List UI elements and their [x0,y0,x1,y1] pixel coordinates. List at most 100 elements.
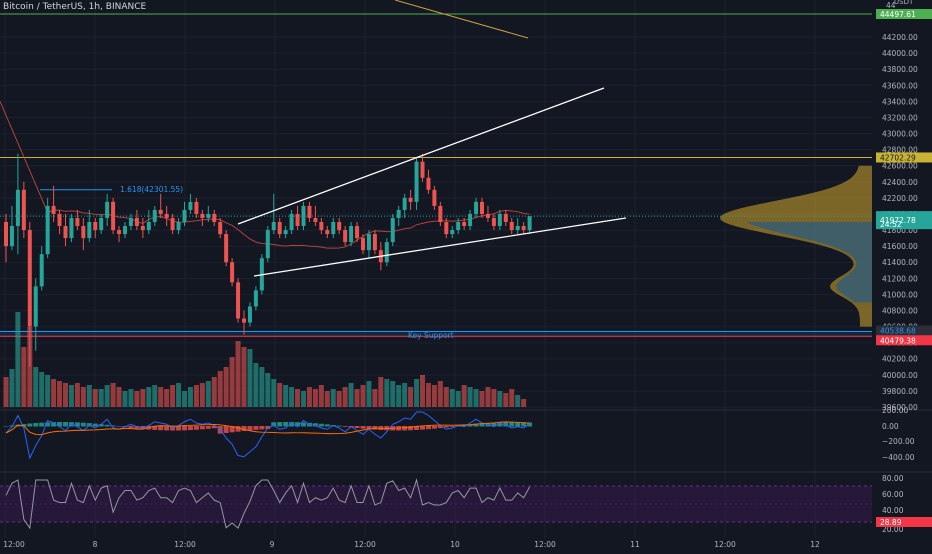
volume-bar [63,383,68,407]
candle-body [283,230,288,235]
axis-tick-label: 44000.00 [882,49,918,58]
time-tick-label: 12:00 [534,540,556,549]
upper-ma-line [394,0,529,39]
candle-body [75,217,80,227]
volume-bar [3,377,9,407]
volume-bar [503,393,509,407]
volume-bar [259,367,265,407]
volume-bar [390,381,396,407]
candle-body [361,238,365,251]
candle-body [99,217,104,231]
volume-bar [402,383,408,407]
volume-bar [15,312,21,407]
macd-histogram-bar [461,424,467,427]
volume-bar [271,379,277,407]
volume-profile-shape [720,165,872,327]
candle-body [182,209,187,222]
volume-bar [384,379,390,407]
macd-histogram-bar [336,425,342,427]
candle-body [230,262,235,283]
axis-tick-label: 43800.00 [882,65,918,74]
macd-histogram-bar [259,426,265,430]
volume-bar [9,369,15,407]
volume-bar [39,372,45,407]
volume-bar [283,385,289,407]
candle-body [57,213,62,227]
volume-bar [128,389,134,407]
axis-tick-label: 0.00 [882,422,899,431]
top-price-badge-bg [876,9,932,19]
macd-histogram-bar [497,422,503,427]
volume-bar [366,381,372,407]
volume-bar [199,383,205,407]
candle-body [218,222,223,235]
macd-histogram-bar [199,426,205,430]
macd-histogram-bar [402,426,408,431]
macd-histogram-bar [110,425,116,427]
volume-bar [223,367,229,407]
candle-body [111,201,116,231]
axis-tick-label: 43400.00 [882,97,918,106]
volume-bar [467,387,473,407]
volume-bar [348,383,354,407]
volume-bar [205,381,211,407]
axis-tick-label: 40200.00 [882,355,918,364]
volume-bar [110,383,116,407]
volume-bar [479,391,485,407]
volume-bar [92,389,98,407]
candle-body [480,201,484,214]
volume-bar [211,377,217,407]
candle-body [45,205,50,255]
candle-body [438,205,443,222]
macd-histogram-bar [467,424,473,427]
macd-histogram-bar [241,426,247,432]
candle-body [188,201,193,210]
candle-body [325,230,330,235]
axis-tick-label: 44 [886,1,896,10]
last-price-badge: 41972.78 [880,216,916,225]
support2-price-badge-bg [876,335,932,346]
time-tick-label: 12 [810,540,820,549]
volume-bar [431,385,437,407]
macd-histogram-bar [425,426,431,430]
candle-body [444,222,449,235]
candle-body [384,242,389,263]
candle-body [69,217,74,239]
candle-body [247,306,252,323]
axis-tick-label: 39600.00 [882,403,918,412]
candle-body [265,230,270,259]
volume-bar [515,395,521,407]
support-price-badge: 40538.68 [880,326,916,335]
volume-bar [98,389,104,407]
candle-body [485,213,490,218]
candle-body [396,209,401,218]
macd-histogram-bar [431,426,437,429]
volume-bar [521,399,527,407]
currency-label: USDT [894,0,914,6]
rsi-band [0,485,872,523]
macd-histogram-bar [443,426,449,428]
macd-histogram-bar [527,422,533,427]
moving-average [0,101,530,249]
volume-bar [116,387,122,407]
macd-histogram-bar [27,423,33,427]
macd-histogram-bar [277,422,283,427]
volume-bar [21,347,27,407]
candle-body [200,213,205,218]
volume-bar [408,387,414,407]
candle-body [319,222,324,231]
axis-tick-label: 39800.00 [882,387,918,396]
volume-bar [443,387,449,407]
candle-body [456,222,461,231]
candle-body [87,222,92,239]
volume-bar [33,367,39,407]
volume-bar [51,379,57,407]
candle-body [426,177,431,190]
rsi-pane [5,478,531,530]
macd-histogram-bar [80,422,86,427]
candle-body [343,230,348,243]
candle-body [134,217,139,227]
volume-bar [235,341,241,407]
macd-histogram-bar [324,424,330,427]
